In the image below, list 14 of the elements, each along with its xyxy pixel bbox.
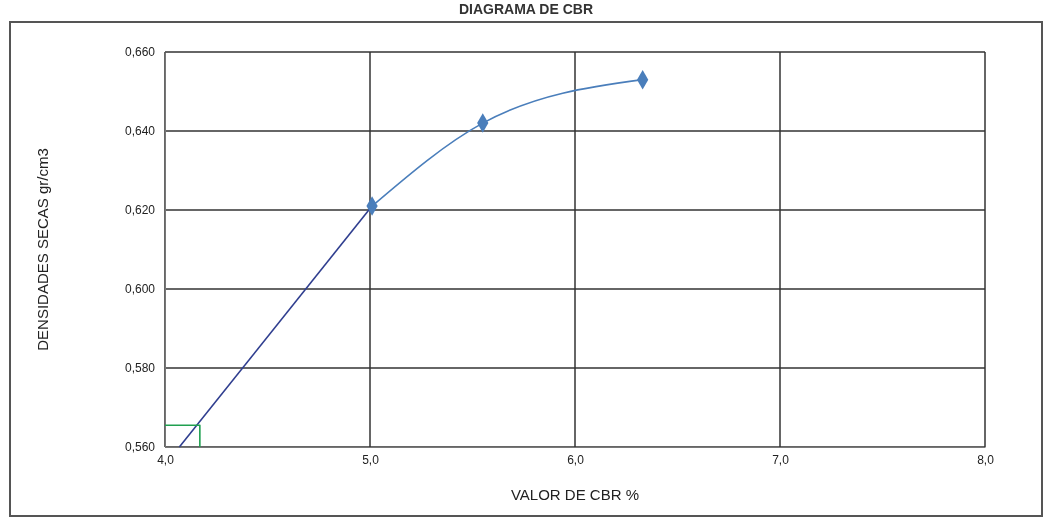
x-tick-label: 4,0	[157, 452, 175, 467]
x-axis-title: VALOR DE CBR %	[510, 486, 640, 503]
y-tick-label: 0,620	[124, 203, 156, 218]
chart-title: DIAGRAMA DE CBR	[458, 1, 594, 17]
y-axis-title: DENSIDADES SECAS gr/cm3	[34, 148, 51, 351]
y-tick-label: 0,560	[124, 440, 156, 455]
y-tick-label: 0,600	[124, 282, 156, 297]
y-tick-label: 0,640	[124, 124, 156, 139]
x-tick-label: 5,0	[362, 452, 380, 467]
x-tick-label: 8,0	[977, 452, 995, 467]
y-tick-label: 0,660	[124, 45, 156, 60]
x-tick-label: 7,0	[772, 452, 790, 467]
y-tick-label: 0,580	[124, 361, 156, 376]
x-tick-label: 6,0	[567, 452, 585, 467]
